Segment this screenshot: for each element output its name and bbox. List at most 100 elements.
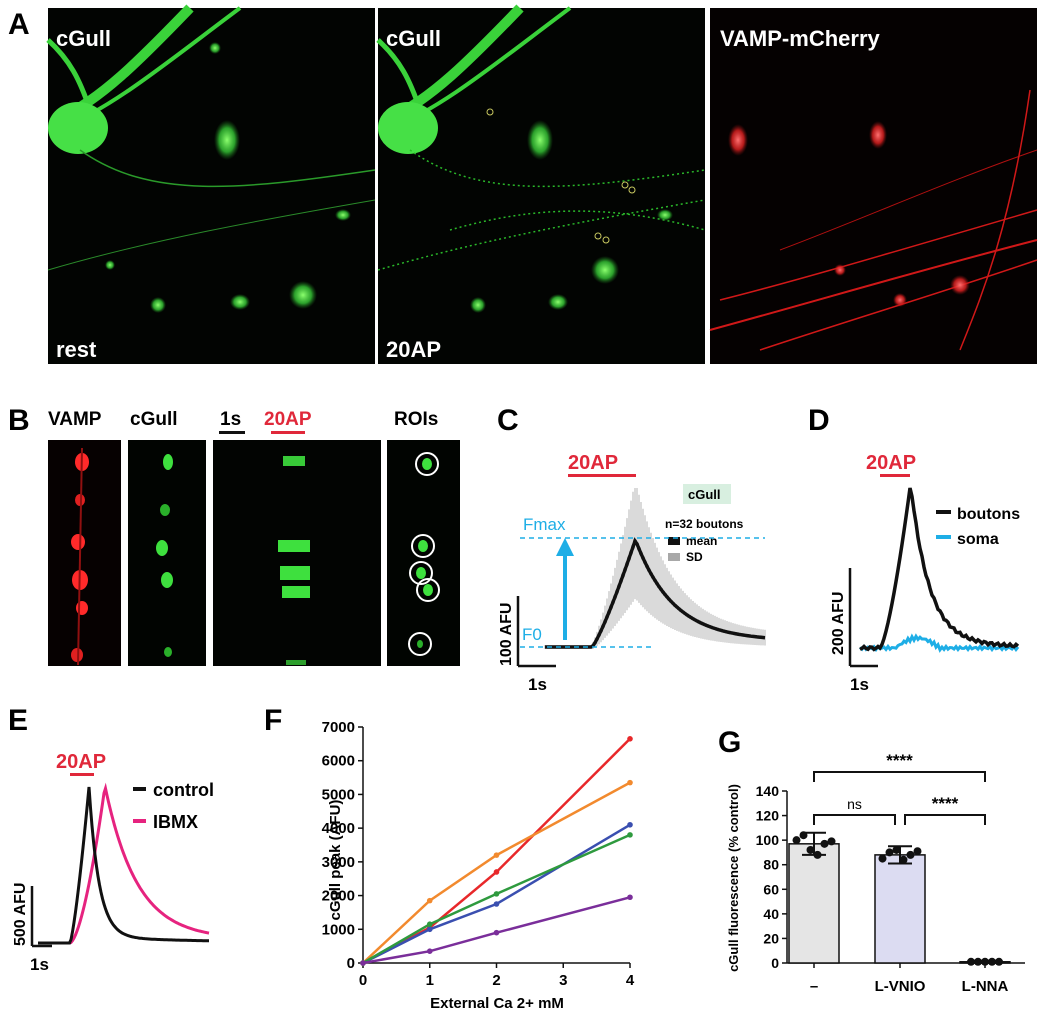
- panel-E-x-scale-label: 1s: [30, 955, 49, 974]
- panel-F-xlabel: External Ca 2+ mM: [430, 995, 564, 1012]
- panel-F-series-point-2: [627, 821, 633, 828]
- panel-F-chart: 0 1000 2000 3000 4000 5000 6000 7000 0 1 2 3 4: [322, 719, 635, 989]
- panel-G-x-tick-label: L-VNIO: [875, 978, 926, 995]
- panel-G-y-tick-label: 20: [763, 930, 779, 946]
- panel-B-stim-bar: [271, 431, 305, 434]
- panel-G-point: [806, 845, 815, 854]
- panel-G-point: [792, 836, 801, 845]
- panel-C-stim-bar: [568, 474, 636, 477]
- panel-G-point: [892, 845, 901, 854]
- panel-C-letter: C: [497, 404, 519, 437]
- panel-G-bar: [874, 854, 926, 964]
- panel-F-series-point-3: [493, 891, 500, 897]
- panel-G-sig-ctrl-lvnio-label: ns: [847, 796, 862, 812]
- panel-C-sensor-badge-text: cGull: [688, 487, 721, 502]
- panel-F-ylabel: cGull peak (AFU): [327, 800, 344, 921]
- panel-C-traces: [544, 488, 766, 649]
- panel-B-kymograph: [213, 440, 381, 666]
- panel-F-series-line-4: [362, 896, 631, 965]
- panel-F-y-tick-label: 7000: [322, 719, 355, 736]
- panel-F-y-tick-label: 5000: [322, 786, 355, 803]
- panel-A-image-20AP: cGull 20AP: [376, 4, 706, 364]
- panel-C-x-scale-label: 1s: [528, 675, 547, 694]
- panel-G-sig-ctrl-lnna-bracket: [813, 771, 986, 782]
- panel-A-image-vamp: VAMP-mCherry: [709, 8, 1038, 364]
- panel-D-letter: D: [808, 404, 830, 437]
- panel-F-series-point-1: [627, 779, 633, 786]
- panel-G-y-tick-label: 80: [763, 857, 779, 873]
- panel-B-scale-label: 1s: [220, 409, 241, 430]
- panel-G-y-tick-label: 60: [763, 881, 779, 897]
- panel-G-point: [913, 847, 922, 856]
- panel-A-image-rest: cGull rest: [46, 4, 376, 364]
- panel-G-point: [878, 854, 887, 863]
- panel-G-y-tick-label: 0: [771, 955, 779, 971]
- panel-G-sig-lvnio-lnna-label: ****: [932, 794, 959, 813]
- panel-G-point: [995, 957, 1003, 966]
- panel-G-point: [827, 837, 836, 846]
- panel-G-y-tick-label: 140: [756, 783, 780, 799]
- panel-F-series-point-4: [627, 894, 633, 901]
- panel-B-col-rois: ROIs: [394, 409, 438, 430]
- panel-F-x-tick-label: 2: [492, 972, 500, 989]
- panel-G-letter: G: [718, 726, 741, 759]
- panel-F-series-point-1: [493, 852, 500, 858]
- panel-F-y-tick-label: 3000: [322, 854, 355, 871]
- panel-G-ylabel: cGull fluorescence (% control): [726, 784, 741, 972]
- panel-G-point: [820, 839, 829, 848]
- panel-G-bar: [788, 843, 840, 964]
- panel-F-x-tick-label: 4: [626, 972, 635, 989]
- panel-B-cgull-strip: [128, 440, 206, 666]
- panel-C-f0-label: F0: [522, 625, 542, 644]
- panel-D-stim-bar: [880, 474, 910, 477]
- panel-F-series-line-0: [362, 737, 631, 965]
- panel-F-series-line-1: [362, 781, 631, 964]
- panel-C-legend-sd-swatch: [668, 553, 680, 561]
- panel-G-y-tick-label: 120: [756, 808, 780, 824]
- panel-F-series-point-3: [426, 921, 433, 928]
- panel-D-legend-boutons: boutons: [957, 506, 1020, 523]
- panel-E-stim-bar: [70, 773, 94, 776]
- panel-C-legend-title: n=32 boutons: [665, 517, 744, 531]
- panel-C-stim-label: 20AP: [568, 452, 618, 474]
- panel-F-series-point-0: [627, 736, 633, 742]
- panel-E-y-scale-label: 500 AFU: [12, 883, 29, 946]
- panel-A-condition-2: 20AP: [386, 337, 441, 362]
- panel-G-point: [988, 957, 996, 966]
- panel-F-series-point-0: [493, 869, 500, 875]
- panel-C-legend-sd: SD: [686, 550, 703, 564]
- panel-G-chart: 0 20 40 60 80 100 120 140 – L-VNIO L-NNA **** ns ****: [756, 751, 1025, 995]
- panel-F-y-tick-label: 4000: [322, 820, 355, 837]
- panel-D-stim-label: 20AP: [866, 452, 916, 474]
- panel-G-sig-lvnio-lnna-bracket: [904, 814, 986, 825]
- panel-G-y-tick-label: 100: [756, 832, 780, 848]
- panel-F-series-point-3: [627, 832, 633, 838]
- panel-D-y-scale-label: 200 AFU: [830, 592, 847, 655]
- panel-E-control-trace: [38, 786, 209, 945]
- panel-C-mean-trace: [545, 537, 766, 649]
- panel-G-point: [967, 957, 975, 966]
- panel-A-label-1: cGull: [56, 26, 111, 51]
- panel-G-point: [813, 850, 822, 859]
- panel-F-x-tick-label: 1: [426, 972, 434, 989]
- panel-C-fmax-label: Fmax: [523, 515, 566, 534]
- panel-B-scale-bar: [219, 431, 245, 434]
- panel-G-point: [981, 957, 989, 966]
- panel-A-condition-1: rest: [56, 337, 97, 362]
- panel-F-y-tick-label: 0: [347, 955, 355, 972]
- panel-F-x-tick-label: 3: [559, 972, 567, 989]
- panel-G-point: [799, 831, 808, 840]
- panel-E-legend-ibmx: IBMX: [153, 812, 198, 832]
- panel-F-series-point-2: [426, 926, 433, 933]
- panel-F-series-point-4: [360, 960, 366, 966]
- panel-F-series-point-4: [493, 929, 500, 936]
- panel-B-col-20ap: 20AP: [264, 409, 312, 430]
- panel-F-series-point-1: [426, 897, 433, 904]
- panel-C-y-scale-label: 100 AFU: [498, 603, 515, 666]
- panel-G-x-tick-label: L-NNA: [962, 978, 1009, 995]
- panel-F-y-tick-label: 1000: [322, 921, 355, 938]
- panel-D-traces: [858, 487, 1020, 653]
- panel-F-series-line-3: [362, 833, 631, 965]
- panel-F-letter: F: [264, 704, 282, 737]
